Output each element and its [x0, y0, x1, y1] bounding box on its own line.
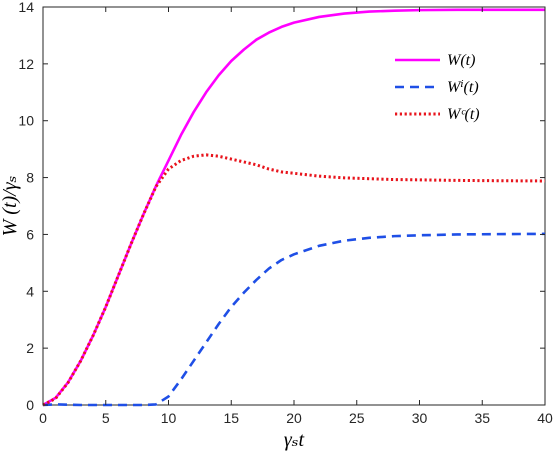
y-tick-label: 6 — [26, 226, 34, 242]
y-tick-label: 14 — [18, 0, 34, 15]
series-line-2 — [42, 153, 546, 407]
legend-label-0: W(t) — [447, 52, 475, 69]
series-line-0 — [42, 8, 545, 407]
x-tick-label: 15 — [223, 410, 239, 426]
x-tick-label: 35 — [474, 410, 490, 426]
y-tick-label: 2 — [26, 340, 34, 356]
x-axis-label: γₛt — [284, 429, 305, 451]
x-tick-label: 5 — [102, 410, 110, 426]
y-tick-label: 10 — [18, 113, 34, 129]
legend-label-2: Wᶜ(t) — [447, 106, 480, 123]
y-axis-label: W (t)/γₛ — [0, 176, 21, 237]
series-line-1 — [42, 232, 546, 407]
y-tick-label: 4 — [26, 283, 34, 299]
y-tick-label: 8 — [26, 170, 34, 186]
x-tick-label: 40 — [537, 410, 553, 426]
x-tick-label: 25 — [349, 410, 365, 426]
x-tick-label: 20 — [286, 410, 302, 426]
legend: W(t) Wⁱ(t) Wᶜ(t) — [395, 52, 480, 123]
x-tick-label: 10 — [161, 410, 177, 426]
ticks-layer: 0 5 10 15 20 25 30 35 40 0 2 4 6 8 10 12 14 — [18, 0, 553, 426]
y-tick-label: 12 — [18, 56, 34, 72]
y-tick-label: 0 — [26, 397, 34, 413]
series-layer — [42, 8, 546, 407]
x-tick-label: 30 — [412, 410, 428, 426]
legend-label-1: Wⁱ(t) — [447, 79, 479, 96]
x-tick-label: 0 — [39, 410, 47, 426]
